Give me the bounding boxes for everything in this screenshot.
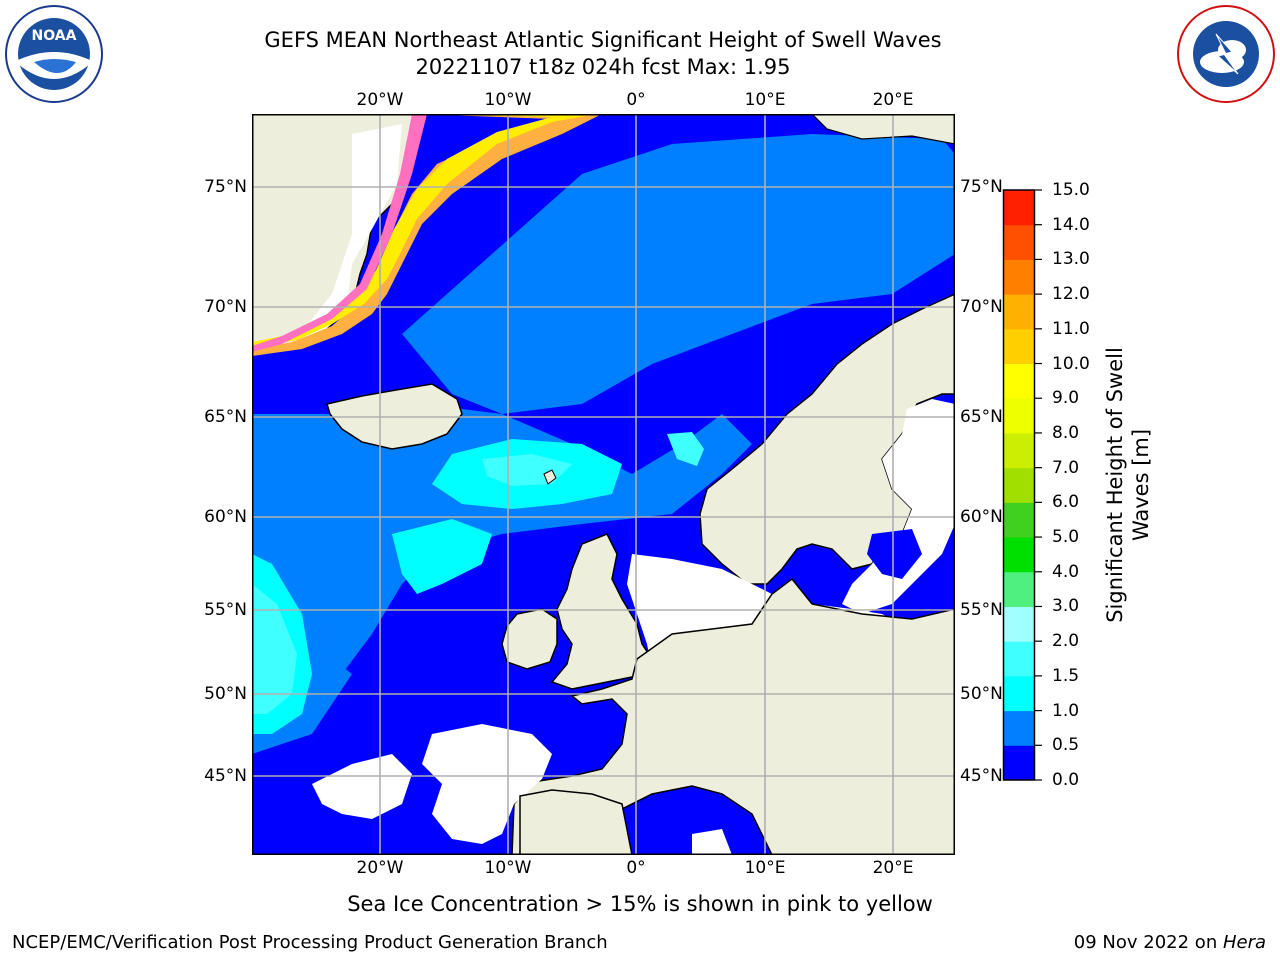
colorbar-tick-label: 2.0 xyxy=(1052,631,1080,652)
noaa-logo: NOAA xyxy=(5,5,103,103)
swell-baltic xyxy=(867,529,922,579)
chart-title: GEFS MEAN Northeast Atlantic Significant… xyxy=(264,28,942,52)
colorbar-swatch xyxy=(1004,224,1034,260)
colorbar-swatch xyxy=(1004,675,1034,712)
lat-tick-right: 55°N xyxy=(960,600,1003,620)
lat-tick-left: 75°N xyxy=(204,177,247,197)
lat-tick-right: 65°N xyxy=(960,407,1003,427)
colorbar-swatch xyxy=(1004,502,1034,538)
land-faroe xyxy=(543,469,557,485)
lon-tick-bottom: 0° xyxy=(626,858,646,878)
land-iberia xyxy=(519,789,633,855)
noaa-logo-text: NOAA xyxy=(32,28,77,44)
graticule xyxy=(252,114,955,855)
lat-tick-left: 55°N xyxy=(204,600,247,620)
lon-tick-top: 20°E xyxy=(872,90,914,110)
swell-band-0.5-1.0 xyxy=(252,404,752,754)
no-data-ice-edge xyxy=(292,124,402,344)
colorbar-frame xyxy=(1002,189,1036,781)
colorbar-tick-label: 7.0 xyxy=(1052,457,1080,478)
colorbar-swatch xyxy=(1004,745,1034,781)
colorbar-swatch xyxy=(1004,537,1034,573)
colorbar-tick-label: 11.0 xyxy=(1052,318,1090,339)
colorbar-tick-label: 12.0 xyxy=(1052,284,1090,305)
lat-tick-left: 65°N xyxy=(204,407,247,427)
colorbar-swatch xyxy=(1004,571,1034,607)
swell-band-0.5-1.0 xyxy=(402,134,955,414)
colorbar-tick-label: 13.0 xyxy=(1052,249,1090,270)
lat-tick-left: 45°N xyxy=(204,766,247,786)
no-data-biscay xyxy=(422,724,552,844)
land-ireland xyxy=(501,608,558,670)
colorbar-label-line2: Waves [m] xyxy=(1129,428,1153,542)
colorbar-swatch xyxy=(1004,294,1034,330)
lat-tick-right: 45°N xyxy=(960,766,1003,786)
colorbar-tick-label: 15.0 xyxy=(1052,180,1090,200)
nws-logo xyxy=(1177,5,1275,103)
colorbar-tick-label: 14.0 xyxy=(1052,214,1090,235)
lon-tick-bottom: 20°W xyxy=(356,858,404,878)
swell-band-1.5-2.0 xyxy=(252,584,297,714)
chart-subtitle: 20221107 t18z 024h fcst Max: 1.95 xyxy=(415,55,791,79)
colorbar-label: Significant Height of Swell Waves [m] xyxy=(1102,347,1154,623)
colorbar-swatch xyxy=(1004,398,1034,434)
footer-date-text: 09 Nov 2022 on xyxy=(1073,932,1223,953)
colorbar-swatch xyxy=(1004,432,1034,469)
lon-tick-bottom: 10°W xyxy=(484,858,532,878)
colorbar-swatch xyxy=(1004,328,1034,365)
sea-ice-edge xyxy=(252,114,427,352)
colorbar-swatch xyxy=(1004,259,1034,295)
no-data-baltic xyxy=(842,399,955,614)
colorbar-tick-label: 0.5 xyxy=(1052,735,1080,756)
colorbar-label-line1: Significant Height of Swell xyxy=(1103,347,1127,623)
colorbar-tick-label: 1.5 xyxy=(1052,665,1080,686)
colorbar-tick-label: 4.0 xyxy=(1052,561,1080,582)
lat-tick-right: 70°N xyxy=(960,297,1003,317)
lat-tick-left: 50°N xyxy=(204,684,247,704)
sea-ice-note: Sea Ice Concentration > 15% is shown in … xyxy=(347,892,933,916)
colorbar xyxy=(1002,189,1042,781)
colorbar-swatch xyxy=(1004,363,1034,399)
colorbar-tick-label: 0.0 xyxy=(1052,770,1080,790)
colorbar-swatch xyxy=(1004,467,1034,503)
no-data-atlantic xyxy=(312,754,412,819)
colorbar-tick-label: 9.0 xyxy=(1052,388,1080,409)
colorbar-swatch xyxy=(1004,710,1034,746)
lon-tick-top: 0° xyxy=(626,90,646,110)
colorbar-tick-label: 6.0 xyxy=(1052,492,1080,513)
lon-tick-top: 10°W xyxy=(484,90,532,110)
lat-tick-left: 70°N xyxy=(204,297,247,317)
land-great-britain xyxy=(550,533,653,690)
map-frame xyxy=(252,114,955,855)
colorbar-swatch xyxy=(1004,190,1034,226)
lat-tick-right: 75°N xyxy=(960,177,1003,197)
lon-tick-top: 10°E xyxy=(744,90,786,110)
footer-machine: Hera xyxy=(1222,932,1266,953)
colorbar-tick-label: 1.0 xyxy=(1052,700,1080,721)
colorbar-swatch xyxy=(1004,606,1034,642)
lon-tick-top: 20°W xyxy=(356,90,404,110)
swell-band-1.5-2.0 xyxy=(667,432,704,466)
colorbar-swatch xyxy=(1004,641,1034,677)
map-panel xyxy=(252,114,955,855)
lon-tick-bottom: 20°E xyxy=(872,858,914,878)
footer-date: 09 Nov 2022 on Hera xyxy=(1074,932,1266,954)
colorbar-tick-label: 3.0 xyxy=(1052,596,1080,617)
colorbar-tick-label: 8.0 xyxy=(1052,422,1080,443)
lat-tick-right: 60°N xyxy=(960,507,1003,527)
land-svalbard xyxy=(811,114,955,145)
colorbar-tick-label: 10.0 xyxy=(1052,353,1090,374)
colorbar-tick-label: 5.0 xyxy=(1052,527,1080,548)
footer-credit: NCEP/EMC/Verification Post Processing Pr… xyxy=(12,932,608,953)
swell-band-1.0-1.5 xyxy=(392,519,492,594)
swell-mediterranean xyxy=(692,829,732,855)
lat-tick-right: 50°N xyxy=(960,684,1003,704)
lon-tick-bottom: 10°E xyxy=(744,858,786,878)
lat-tick-left: 60°N xyxy=(204,507,247,527)
